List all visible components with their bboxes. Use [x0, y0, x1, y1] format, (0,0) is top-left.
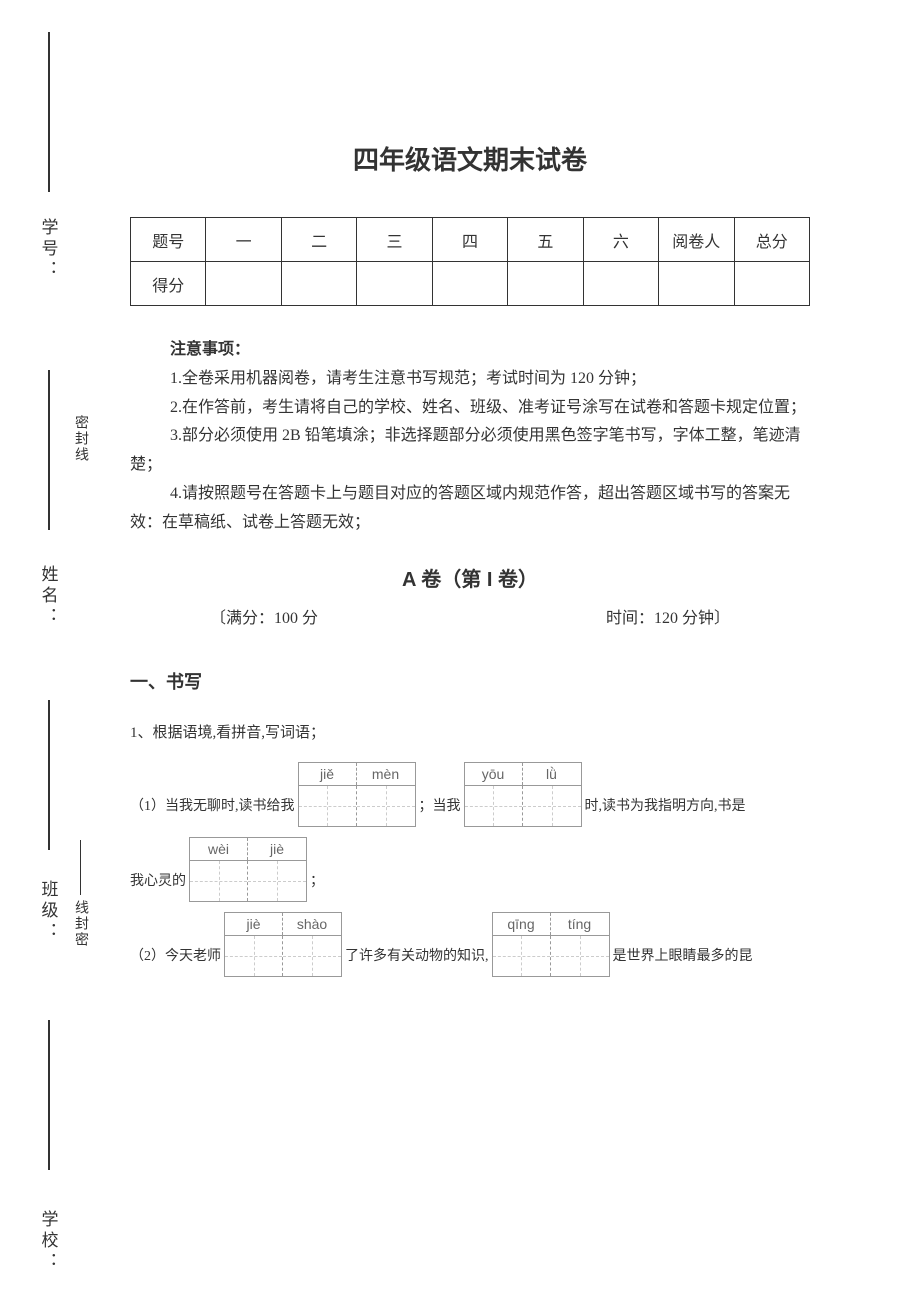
question-text: 我心灵的: [130, 869, 186, 902]
sidebar-student-id: 学号：: [36, 218, 61, 281]
pinyin-cell: shào: [283, 913, 341, 935]
score-cell: [734, 262, 810, 306]
pinyin-cell: wèi: [190, 838, 248, 860]
score-header: 五: [508, 218, 583, 262]
notes-title: 注意事项：: [130, 336, 810, 365]
notes-item: 1.全卷采用机器阅卷，请考生注意书写规范；考试时间为 120 分钟；: [130, 365, 810, 394]
question-text: 时,读书为我指明方向,书是: [585, 794, 746, 827]
pinyin-box: jiè shào: [224, 912, 342, 977]
question-text: 了许多有关动物的知识,: [345, 944, 489, 977]
exam-content: 四年级语文期末试卷 题号 一 二 三 四 五 六 阅卷人 总分 得分 注意事项：…: [130, 0, 810, 992]
score-header: 阅卷人: [659, 218, 734, 262]
score-header: 二: [281, 218, 356, 262]
sidebar-class: 班级：: [36, 880, 61, 943]
char-cell: [465, 786, 523, 826]
pinyin-cell: yōu: [465, 763, 523, 785]
seal-line-label: 线封密: [70, 900, 90, 948]
question-line: 我心灵的 wèi jiè ；: [130, 837, 810, 902]
score-header: 总分: [734, 218, 810, 262]
section-a-title: A 卷（第 I 卷）: [130, 563, 810, 592]
seal-dash: [80, 840, 81, 895]
score-table: 题号 一 二 三 四 五 六 阅卷人 总分 得分: [130, 217, 810, 306]
pinyin-cell: mèn: [357, 763, 415, 785]
notes-item: 2.在作答前，考生请将自己的学校、姓名、班级、准考证号涂写在试卷和答题卡规定位置…: [130, 394, 810, 423]
score-cell: [281, 262, 356, 306]
char-cell: [493, 936, 551, 976]
sidebar-tick: [48, 1020, 50, 1170]
score-header: 一: [206, 218, 281, 262]
question-text: 是世界上眼睛最多的昆: [613, 944, 753, 977]
char-cell: [551, 936, 609, 976]
pinyin-box: wèi jiè: [189, 837, 307, 902]
notes-item: 3.部分必须使用 2B 铅笔填涂；非选择题部分必须使用黑色签字笔书写，字体工整，…: [130, 422, 810, 480]
score-cell: [508, 262, 583, 306]
question-1: 1、根据语境,看拼音,写词语； （1）当我无聊时,读书给我 jiě mèn ；当…: [130, 719, 810, 978]
score-cell: [206, 262, 281, 306]
pinyin-box: qīng tíng: [492, 912, 610, 977]
sidebar-name: 姓名：: [36, 565, 61, 628]
score-header: 六: [583, 218, 658, 262]
time-label: 时间：120 分钟〕: [606, 604, 730, 628]
score-header: 四: [432, 218, 507, 262]
exam-notes: 注意事项： 1.全卷采用机器阅卷，请考生注意书写规范；考试时间为 120 分钟；…: [130, 336, 810, 538]
score-header: 题号: [131, 218, 206, 262]
pinyin-cell: tíng: [551, 913, 609, 935]
score-cell: [659, 262, 734, 306]
char-cell: [190, 861, 248, 901]
char-cell: [225, 936, 283, 976]
sidebar-school: 学校：: [36, 1210, 61, 1273]
pinyin-box: jiě mèn: [298, 762, 416, 827]
question-text: ；: [310, 869, 324, 902]
pinyin-box: yōu lǜ: [464, 762, 582, 827]
exam-title: 四年级语文期末试卷: [130, 140, 810, 177]
pinyin-cell: lǜ: [523, 763, 581, 785]
notes-item: 4.请按照题号在答题卡上与题目对应的答题区域内规范作答，超出答题区域书写的答案无…: [130, 480, 810, 538]
score-cell: [432, 262, 507, 306]
sidebar-tick: [48, 700, 50, 850]
pinyin-cell: qīng: [493, 913, 551, 935]
table-row: 题号 一 二 三 四 五 六 阅卷人 总分: [131, 218, 810, 262]
sidebar-tick: [48, 32, 50, 192]
question-intro: 1、根据语境,看拼音,写词语；: [130, 719, 810, 748]
score-row-label: 得分: [131, 262, 206, 306]
score-cell: [357, 262, 432, 306]
score-cell: [583, 262, 658, 306]
char-cell: [248, 861, 306, 901]
question-line: （2）今天老师 jiè shào 了许多有关动物的知识, qīng tíng: [130, 912, 810, 977]
sidebar-tick: [48, 370, 50, 530]
pinyin-cell: jiè: [225, 913, 283, 935]
exam-binding-sidebar: 学号： 姓名： 班级： 学校： 密封线 线封密: [0, 0, 100, 1302]
table-row: 得分: [131, 262, 810, 306]
char-cell: [299, 786, 357, 826]
section-1-heading: 一、书写: [130, 668, 810, 694]
char-cell: [283, 936, 341, 976]
char-cell: [357, 786, 415, 826]
char-cell: [523, 786, 581, 826]
section-a-subtitle: 〔满分：100 分 时间：120 分钟〕: [130, 604, 810, 628]
pinyin-cell: jiě: [299, 763, 357, 785]
question-text: （2）今天老师: [130, 944, 221, 977]
pinyin-cell: jiè: [248, 838, 306, 860]
question-text: （1）当我无聊时,读书给我: [130, 794, 295, 827]
score-header: 三: [357, 218, 432, 262]
question-text: ；当我: [419, 794, 461, 827]
seal-line-label: 密封线: [70, 415, 90, 463]
full-score-label: 〔满分：100 分: [210, 604, 318, 628]
question-line: （1）当我无聊时,读书给我 jiě mèn ；当我 yōu lǜ: [130, 762, 810, 827]
